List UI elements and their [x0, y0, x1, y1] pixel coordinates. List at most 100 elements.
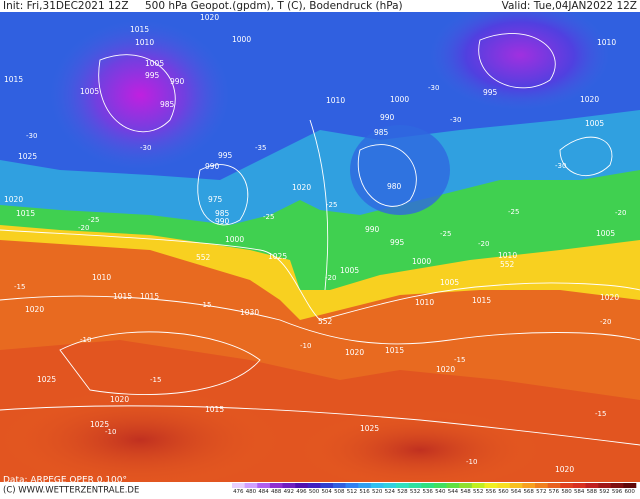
pressure-label: 1000	[225, 235, 244, 244]
pressure-label: 1005	[585, 119, 604, 128]
temperature-label: -25	[440, 230, 451, 238]
pressure-label: 1020	[600, 293, 619, 302]
temperature-label: -20	[478, 240, 489, 248]
legend-swatch	[232, 483, 245, 488]
legend-label: 548	[460, 489, 471, 495]
map-title: 500 hPa Geopot.(gpdm), T (C), Bodendruck…	[145, 0, 403, 12]
legend-swatch	[282, 483, 296, 488]
temperature-label: -15	[14, 283, 25, 291]
pressure-label: 1020	[580, 95, 599, 104]
temperature-label: -25	[263, 213, 274, 221]
header-bar	[0, 0, 640, 12]
copyright: (C) WWW.WETTERZENTRALE.DE	[3, 486, 139, 496]
pressure-label: 1015	[16, 209, 35, 218]
legend-label: 588	[587, 489, 598, 495]
legend-label: 592	[599, 489, 610, 495]
temperature-label: -30	[428, 84, 439, 92]
pressure-label: 990	[365, 225, 380, 234]
pressure-label: 995	[145, 71, 160, 80]
pressure-label: 1025	[90, 420, 109, 429]
pressure-label: 1010	[597, 38, 616, 47]
temperature-label: -10	[466, 458, 477, 466]
legend-swatch	[560, 483, 574, 488]
pressure-label: 1005	[596, 229, 615, 238]
temperature-label: -15	[200, 301, 211, 309]
legend-swatch	[269, 483, 283, 488]
temperature-label: -15	[595, 410, 606, 418]
pressure-label: 990	[170, 77, 185, 86]
legend-label: 556	[486, 489, 497, 495]
legend-label: 540	[435, 489, 446, 495]
legend-label: 480	[246, 489, 257, 495]
pressure-label: 1010	[415, 298, 434, 307]
pressure-label: 990	[380, 113, 395, 122]
legend-label: 596	[612, 489, 623, 495]
pressure-label: 1025	[268, 252, 287, 261]
legend-swatch	[383, 483, 397, 488]
legend-label: 528	[397, 489, 408, 495]
pressure-label: 1025	[18, 152, 37, 161]
legend-label: 576	[549, 489, 560, 495]
legend-label: 572	[536, 489, 547, 495]
temperature-labels: -30 -35 -30 -25 -30 -25 -20 -25 -20 -15 …	[14, 84, 626, 466]
pressure-label: 995	[483, 88, 498, 97]
legend-label: 568	[523, 489, 534, 495]
legend-swatch	[370, 483, 384, 488]
pressure-label: 985	[215, 209, 230, 218]
pressure-label: 1015	[113, 292, 132, 301]
legend-label: 520	[372, 489, 383, 495]
pressure-label: 1020	[110, 395, 129, 404]
pressure-label: 1000	[412, 257, 431, 266]
geopotential-label: 552	[500, 260, 515, 269]
pressure-label: 1005	[145, 59, 164, 68]
legend-label: 532	[410, 489, 421, 495]
temperature-label: -10	[300, 342, 311, 350]
legend-label: 484	[258, 489, 269, 495]
pressure-label: 990	[215, 217, 230, 226]
legend-label: 488	[271, 489, 282, 495]
pressure-label: 995	[218, 151, 233, 160]
temperature-label: -25	[326, 201, 337, 209]
pressure-label: 1010	[135, 38, 154, 47]
legend-label: 476	[233, 489, 244, 495]
legend-label: 508	[334, 489, 345, 495]
temperature-label: -15	[150, 376, 161, 384]
legend-swatch	[547, 483, 561, 488]
legend-swatch	[623, 483, 637, 488]
legend-swatch	[535, 483, 548, 488]
pressure-label: 1005	[440, 278, 459, 287]
legend-label: 600	[624, 489, 635, 495]
legend-swatch	[509, 483, 523, 488]
legend-swatch	[497, 483, 511, 488]
legend-swatch	[522, 483, 536, 488]
pressure-label: 1020	[25, 305, 44, 314]
legend-swatch	[257, 483, 271, 488]
pressure-label: 1025	[37, 375, 56, 384]
pressure-label: 1000	[390, 95, 409, 104]
legend-swatch	[307, 483, 321, 488]
pressure-label: 1010	[326, 96, 345, 105]
legend-label: 496	[296, 489, 307, 495]
pressure-label: 1010	[92, 273, 111, 282]
pressure-label: 1005	[80, 87, 99, 96]
data-source: Data: ARPEGE OPER 0.100°	[3, 476, 127, 486]
temperature-label: -30	[140, 144, 151, 152]
pressure-label: 985	[374, 128, 389, 137]
pressure-label: 995	[390, 238, 405, 247]
pressure-label: 1020	[4, 195, 23, 204]
legend-swatch	[484, 483, 498, 488]
legend-swatch	[408, 483, 422, 488]
temperature-label: -10	[80, 336, 91, 344]
pressure-label: 1025	[360, 424, 379, 433]
temperature-label: -30	[26, 132, 37, 140]
legend-label: 500	[309, 489, 320, 495]
legend-swatch	[434, 483, 447, 488]
legend-swatch	[572, 483, 586, 488]
legend-label: 516	[359, 489, 370, 495]
legend-swatch	[446, 483, 460, 488]
pressure-labels: 1020 1015 1010 1005 995 990 985 1000 100…	[4, 13, 619, 474]
legend-label: 580	[561, 489, 572, 495]
